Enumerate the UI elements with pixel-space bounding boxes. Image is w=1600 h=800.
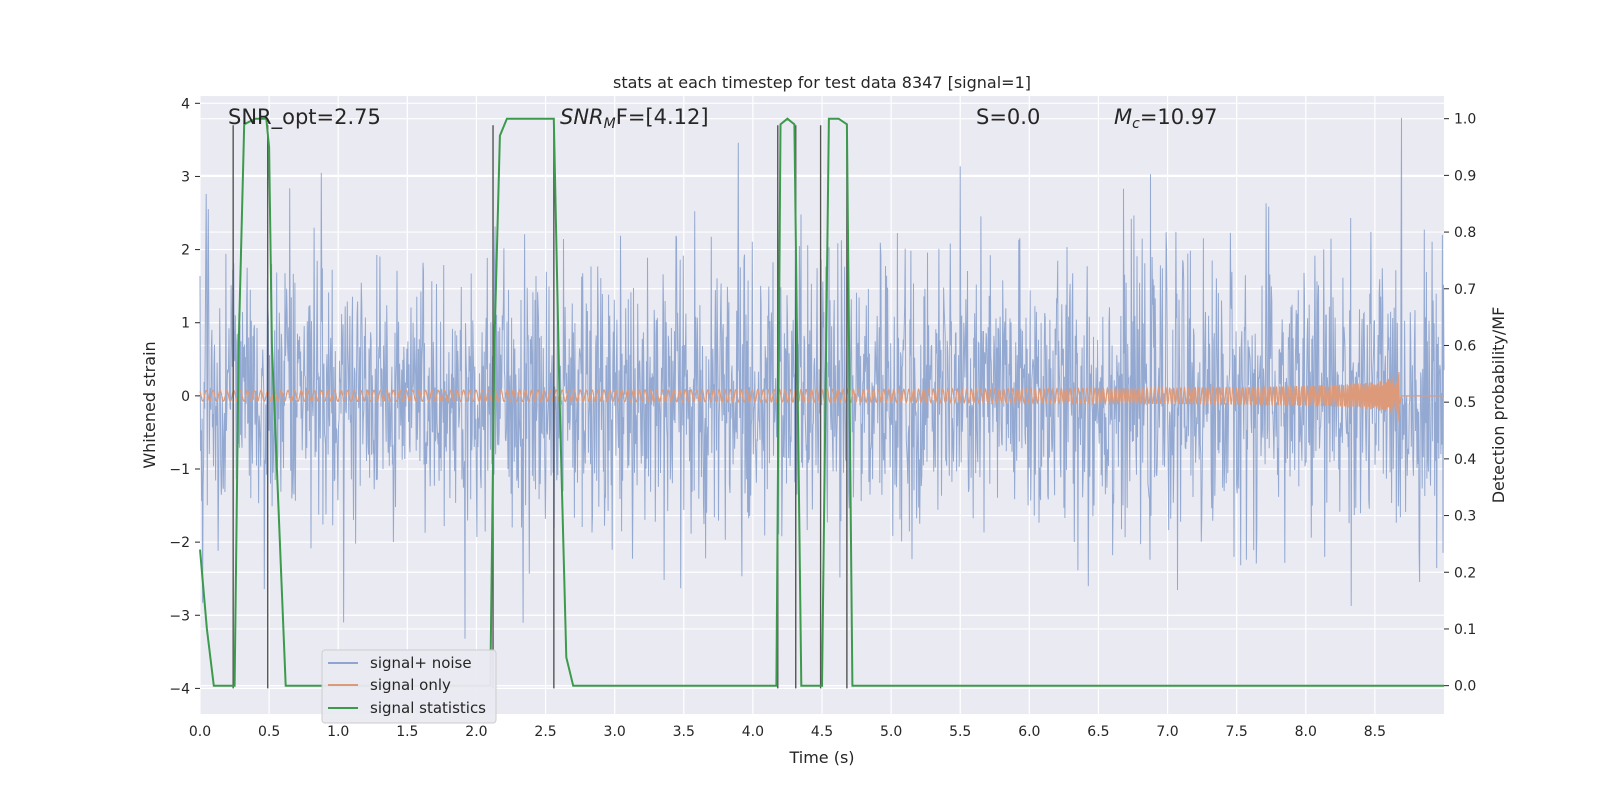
right-y-tick-label: 1.0 [1454,112,1476,128]
x-tick-label: 4.5 [811,724,833,740]
x-tick-label: 5.5 [949,724,971,740]
x-tick-label: 6.0 [1018,724,1040,740]
mc-value: =10.97 [1140,105,1218,129]
left-y-tick-label: −1 [169,462,190,478]
mc-main: M [1114,105,1132,129]
x-tick-label: 7.5 [1226,724,1248,740]
right-y-tick-label: 0.5 [1454,395,1476,411]
x-tick-label: 8.0 [1295,724,1317,740]
legend: signal+ noise signal only signal statist… [321,649,497,724]
x-tick-label: 0.5 [258,724,280,740]
signal-statistics-series [199,117,1444,687]
mc-annotation: Mc=10.97 [1114,105,1218,132]
left-y-tick-label: 2 [181,243,190,259]
left-y-tick-label: 1 [181,316,190,332]
x-axis-title: Time (s) [788,748,854,767]
x-tick-label: 0.0 [189,724,211,740]
x-tick-label: 8.5 [1364,724,1386,740]
legend-label-signal-noise: signal+ noise [370,654,472,672]
left-y-tick-label: 3 [181,169,190,185]
x-tick-label: 6.5 [1087,724,1109,740]
x-tick-label: 1.5 [396,724,418,740]
right-y-axis-title: Detection probability/MF [1489,307,1508,504]
legend-label-signal-statistics: signal statistics [370,699,486,717]
snr-opt-annotation: SNR_opt=2.75 [228,105,381,130]
legend-label-signal-only: signal only [370,676,451,694]
x-tick-label: 3.0 [604,724,626,740]
chart-title: stats at each timestep for test data 834… [613,73,1031,92]
left-y-tick-label: 0 [181,389,190,405]
x-tick-label: 5.0 [880,724,902,740]
snr-mf-annotation: SNRMF=[4.12] [560,105,709,132]
x-tick-labels: 0.0 0.5 1.0 1.5 2.0 2.5 3.0 3.5 4.0 4.5 5.0 5.5 6.0 6… [189,724,1386,740]
right-y-tick-label: 0.4 [1454,452,1476,468]
left-y-tick-label: −4 [169,681,190,697]
right-y-tick-label: 0.9 [1454,168,1476,184]
signal-statistics-line [199,117,1444,687]
right-y-tick-label: 0.3 [1454,509,1476,525]
left-y-tick-label: −3 [169,608,190,624]
x-tick-label: 7.0 [1156,724,1178,740]
signal-noise-line [199,117,1445,639]
signal-only-series [199,371,1444,422]
snr-mf-main: SNR [560,105,604,129]
x-tick-label: 4.0 [742,724,764,740]
snr-mf-subscript: M [604,116,616,132]
x-tick-label: 1.0 [327,724,349,740]
right-y-tick-label: 0.1 [1454,622,1476,638]
right-y-tick-label: 0.2 [1454,565,1476,581]
signal-only-line [199,371,1444,422]
left-y-tick-label: −2 [169,535,190,551]
x-tick-label: 3.5 [673,724,695,740]
left-y-tick-labels: −4 −3 −2 −1 0 1 2 3 4 [169,96,200,697]
x-tick-label: 2.5 [534,724,556,740]
snr-mf-value: F=[4.12] [616,105,709,129]
legend-box [321,649,497,724]
left-y-axis-title: Whitened strain [140,341,159,468]
right-y-tick-label: 0.6 [1454,338,1476,354]
right-y-tick-labels: 0.0 0.1 0.2 0.3 0.4 0.5 0.6 0.7 0.8 0.9 1.0 [1444,112,1476,695]
right-y-tick-label: 0.0 [1454,679,1476,695]
mc-subscript: c [1132,116,1140,132]
left-y-tick-label: 4 [181,96,190,112]
x-tick-label: 2.0 [465,724,487,740]
right-y-tick-label: 0.8 [1454,225,1476,241]
signal-noise-series [199,117,1445,639]
s-stat-annotation: S=0.0 [976,105,1040,129]
right-y-tick-label: 0.7 [1454,282,1476,298]
